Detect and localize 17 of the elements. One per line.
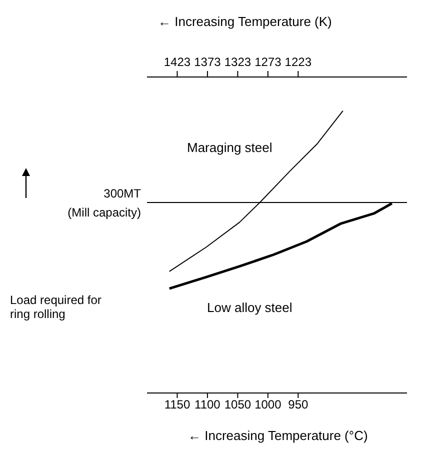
ref-line-label: 300MT: [104, 186, 142, 201]
x-axis-title: ← Increasing Temperature (°C): [188, 428, 368, 443]
x-tick-label: 1100: [194, 398, 221, 412]
series-label: Maraging steel: [187, 140, 272, 155]
series-label: Low alloy steel: [207, 300, 292, 315]
x-tick-label: 950: [288, 398, 308, 412]
x2-tick-label: 1273: [254, 55, 282, 69]
x-tick-label: 1150: [164, 398, 190, 412]
y-axis-title: Load required for ring rolling: [10, 293, 102, 321]
x-tick-label: 1050: [224, 398, 252, 412]
x2-axis-title: ← Increasing Temperature (K): [158, 14, 332, 29]
text: (Mill capacity): [68, 206, 141, 220]
x2-tick-label: 1223: [284, 55, 312, 69]
x2-tick-label: 1423: [164, 55, 191, 69]
x2-tick-label: 1323: [224, 55, 252, 69]
x2-tick-label: 1373: [194, 55, 222, 69]
x-tick-label: 1000: [254, 398, 282, 412]
